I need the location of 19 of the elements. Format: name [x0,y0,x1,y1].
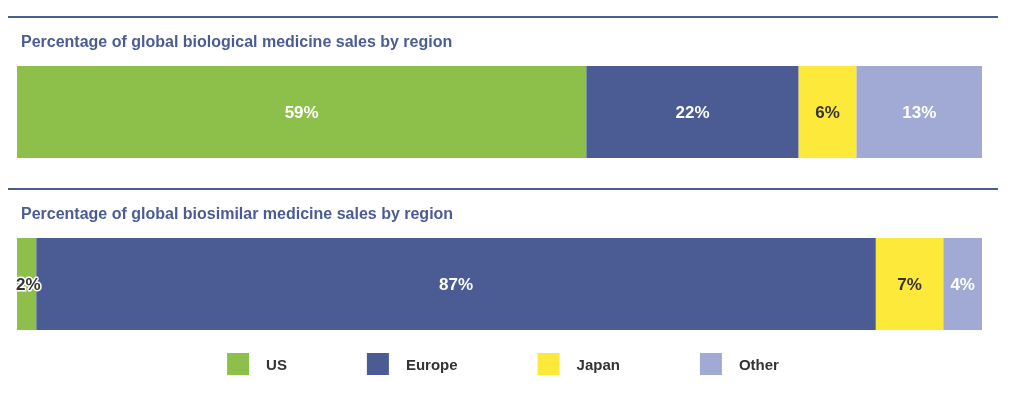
data-label: 87% [439,274,474,294]
bar [586,66,799,158]
data-label: 4% [950,274,975,294]
legend-label: Japan [576,355,620,373]
bar [856,66,982,158]
legend-label: Europe [405,355,458,373]
data-label: 6% [815,102,840,122]
chart-title: Percentage of global biosimilar medicine sales by region [21,204,454,222]
legend-label: Other [738,355,780,373]
bar [943,238,982,330]
data-label: 13% [902,102,937,122]
chart-title: Percentage of global biological medicine sales by region [21,32,453,50]
bar [798,66,857,158]
data-label: 7% [897,274,922,294]
bar [17,66,587,158]
bar [875,238,944,330]
legend-label: US [266,355,287,373]
data-label: 59% [284,102,319,122]
data-label: 22% [675,102,710,122]
